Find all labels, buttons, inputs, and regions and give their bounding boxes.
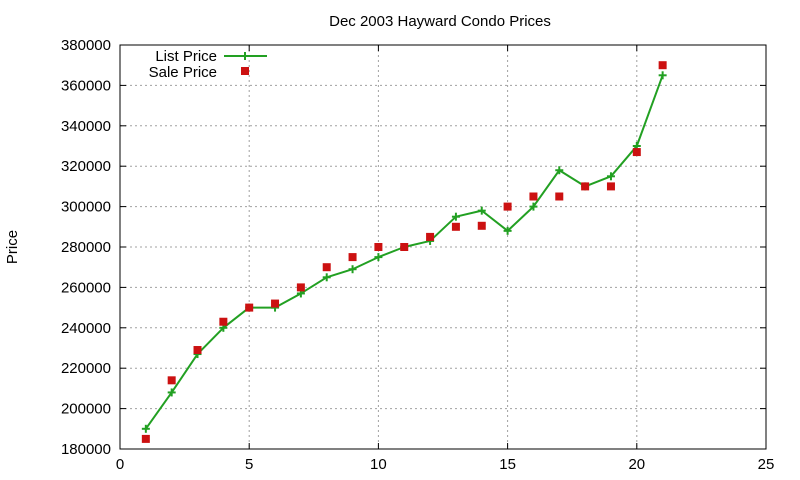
x-tick-label: 0: [116, 456, 124, 473]
sale-price-point: [271, 299, 280, 308]
y-tick-label: 300000: [61, 199, 111, 216]
legend-label-list-price: List Price: [155, 48, 217, 65]
series-layer: [141, 61, 667, 443]
list-price-point: [555, 166, 564, 175]
y-tick-label: 220000: [61, 360, 111, 377]
y-tick-label: 360000: [61, 77, 111, 94]
sale-price-point: [167, 376, 176, 385]
x-tick-label: 5: [245, 456, 253, 473]
list-price-point: [141, 424, 150, 433]
list-price-point: [477, 206, 486, 215]
y-tick-label: 180000: [61, 441, 111, 458]
y-tick-label: 320000: [61, 158, 111, 175]
x-tick-label: 20: [628, 456, 645, 473]
x-tick-label: 10: [370, 456, 387, 473]
chart-title: Dec 2003 Hayward Condo Prices: [329, 13, 551, 30]
sale-price-point: [658, 61, 667, 70]
sale-price-point: [374, 243, 383, 251]
list-price-point: [529, 202, 538, 211]
list-price-point: [658, 71, 667, 80]
sale-price-point: [141, 434, 150, 443]
sale-price-point: [193, 346, 202, 355]
sale-price-point: [296, 283, 305, 292]
sale-price-point: [606, 182, 615, 191]
y-tick-label: 200000: [61, 401, 111, 418]
list-price-point: [167, 388, 176, 397]
x-tick-label: 15: [499, 456, 516, 473]
legend-label-sale-price: Sale Price: [149, 64, 217, 81]
sale-price-point: [400, 243, 409, 251]
sale-price-point: [219, 317, 228, 326]
sale-price-point: [555, 192, 564, 201]
axis-ticks: 0 5 10 15 20 25 180000 200000 220000 240000 260000…: [61, 37, 774, 473]
list-price-point: [503, 226, 512, 235]
sale-price-point: [426, 232, 435, 241]
list-price-line: [145, 74, 664, 430]
x-tick-label: 25: [758, 456, 775, 473]
list-price-point: [348, 265, 357, 274]
sale-price-point: [245, 303, 254, 312]
sale-price-point: [322, 263, 331, 272]
y-tick-label: 240000: [61, 320, 111, 337]
list-price-point: [606, 172, 615, 181]
list-price-point: [322, 273, 331, 282]
sale-price-point: [348, 253, 357, 262]
list-price-point: [451, 212, 460, 221]
sale-price-point: [581, 182, 590, 191]
legend-swatch-sale-price: [241, 67, 249, 75]
y-axis-label: Price: [4, 230, 21, 264]
sale-price-point: [503, 202, 512, 211]
y-tick-label: 380000: [61, 37, 111, 54]
y-tick-label: 260000: [61, 279, 111, 296]
sale-price-point: [477, 221, 486, 230]
sale-price-point: [632, 148, 641, 157]
sale-price-point: [451, 222, 460, 231]
y-tick-label: 340000: [61, 118, 111, 135]
grid-lines: [120, 45, 766, 449]
sale-price-point: [529, 192, 538, 201]
y-tick-label: 280000: [61, 239, 111, 256]
list-price-point: [374, 253, 383, 262]
